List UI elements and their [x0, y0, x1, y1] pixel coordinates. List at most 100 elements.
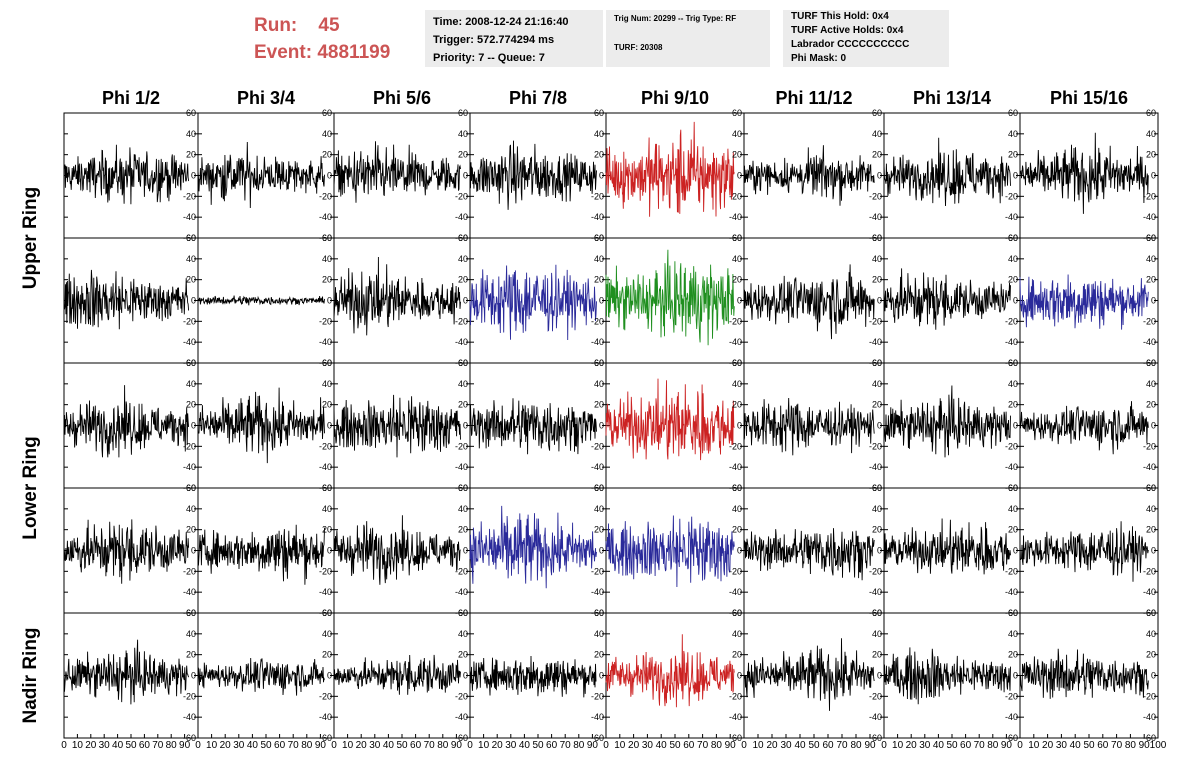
ytick-r2-c1--20: -20	[183, 316, 196, 326]
ytick-r1-c4-60: 60	[594, 108, 604, 118]
xtick-c5-20: 20	[628, 740, 640, 751]
ytick-r2-c6-20: 20	[872, 275, 882, 285]
priority-line: Priority: 7 -- Queue: 7	[433, 52, 545, 64]
ytick-r1-c6--20: -20	[869, 191, 882, 201]
xtick-c8-60: 60	[1097, 740, 1109, 751]
xtick-c3-20: 20	[356, 740, 368, 751]
xtick-c4-60: 60	[546, 740, 558, 751]
xtick-c5-10: 10	[614, 740, 626, 751]
ytick-r1-c3-40: 40	[458, 129, 468, 139]
ytick-r4-c4--20: -20	[591, 566, 604, 576]
xtick-c4-90: 90	[587, 740, 599, 751]
ytick-r1-c7-60: 60	[1008, 108, 1018, 118]
ytick-r4-c1-60: 60	[186, 483, 196, 493]
ytick-r3-c3-20: 20	[458, 400, 468, 410]
ytick-r4-c2-20: 20	[322, 525, 332, 535]
xtick-c1-90: 90	[179, 740, 191, 751]
ytick-r5-c2-20: 20	[322, 650, 332, 660]
waveform-trace-r1-c4	[469, 140, 597, 210]
waveform-trace-r2-c4	[469, 264, 597, 341]
ytick-r3-c7-20: 20	[1008, 400, 1018, 410]
ytick-r4-c3-20: 20	[458, 525, 468, 535]
waveform-trace-r5-c5	[605, 634, 735, 708]
ytick-r3-c7-0: 0	[1013, 421, 1018, 431]
ytick-r5-c4--40: -40	[591, 712, 604, 722]
ytick-r1-c8-0: 0	[1151, 171, 1156, 181]
xtick-c3-0: 0	[331, 740, 337, 751]
ytick-r3-c5--40: -40	[729, 462, 742, 472]
waveform-trace-r2-c8	[1019, 274, 1149, 330]
trig-num-line: Trig Num: 20299 -- Trig Type: RF	[614, 14, 737, 23]
ytick-r1-c4--40: -40	[591, 212, 604, 222]
ytick-r4-c7-40: 40	[1008, 504, 1018, 514]
xtick-c2-70: 70	[288, 740, 300, 751]
ytick-r1-c4--20: -20	[591, 191, 604, 201]
xtick-c3-40: 40	[383, 740, 395, 751]
ytick-r1-c2--20: -20	[319, 191, 332, 201]
xtick-c1-80: 80	[166, 740, 178, 751]
waveform-trace-r4-c5	[605, 515, 735, 588]
ytick-r1-c1-20: 20	[186, 150, 196, 160]
waveform-trace-r1-c7	[883, 137, 1011, 207]
ytick-r5-c8--40: -40	[1143, 712, 1156, 722]
ring-label-2: Lower Ring	[20, 436, 41, 539]
waveform-trace-r2-c3	[333, 256, 461, 336]
ytick-r1-c2-0: 0	[327, 171, 332, 181]
waveform-trace-r4-c8	[1019, 521, 1149, 582]
ytick-r4-c2--20: -20	[319, 566, 332, 576]
xtick-c5-50: 50	[669, 740, 681, 751]
ytick-r2-c7--20: -20	[1005, 316, 1018, 326]
xtick-c1-10: 10	[72, 740, 84, 751]
xtick-c3-30: 30	[369, 740, 381, 751]
ytick-r5-c3-60: 60	[458, 608, 468, 618]
xtick-c3-10: 10	[342, 740, 354, 751]
ytick-r3-c3--20: -20	[455, 441, 468, 451]
waveform-trace-r2-c7	[883, 268, 1011, 330]
ytick-r5-c7-60: 60	[1008, 608, 1018, 618]
waveform-trace-r3-c6	[743, 397, 875, 456]
ytick-r5-c2-40: 40	[322, 629, 332, 639]
ytick-r2-c2-40: 40	[322, 254, 332, 264]
ytick-r4-c4-20: 20	[594, 525, 604, 535]
ytick-r1-c7--20: -20	[1005, 191, 1018, 201]
ytick-r4-c7-0: 0	[1013, 546, 1018, 556]
ytick-r3-c8-60: 60	[1146, 358, 1156, 368]
ytick-r4-c5--40: -40	[729, 587, 742, 597]
trigger-info-box: Trig Num: 20299 -- Trig Type: RF TURF: 2…	[606, 10, 770, 67]
xtick-c2-30: 30	[233, 740, 245, 751]
ytick-r5-c3--60: -60	[455, 733, 468, 743]
ytick-r2-c7-40: 40	[1008, 254, 1018, 264]
xtick-c2-90: 90	[315, 740, 327, 751]
ytick-r4-c6-20: 20	[872, 525, 882, 535]
column-title-8: Phi 15/16	[1050, 88, 1128, 108]
ytick-r4-c8--40: -40	[1143, 587, 1156, 597]
ytick-r2-c3-20: 20	[458, 275, 468, 285]
xtick-c8-90: 90	[1139, 740, 1151, 751]
waveform-trace-r1-c2	[197, 141, 325, 209]
ytick-r3-c8-0: 0	[1151, 421, 1156, 431]
xtick-c7-70: 70	[974, 740, 986, 751]
xtick-c8-100: 100	[1150, 740, 1167, 751]
ytick-r2-c8-0: 0	[1151, 296, 1156, 306]
ytick-r3-c4--40: -40	[591, 462, 604, 472]
ytick-r2-c2--20: -20	[319, 316, 332, 326]
ytick-r5-c3-40: 40	[458, 629, 468, 639]
waveform-trace-r2-c2	[197, 295, 325, 306]
xtick-c6-40: 40	[794, 740, 806, 751]
ytick-r4-c8-0: 0	[1151, 546, 1156, 556]
waveform-trace-r1-c6	[743, 145, 875, 206]
ytick-r3-c8-40: 40	[1146, 379, 1156, 389]
xtick-c3-70: 70	[424, 740, 436, 751]
ytick-r3-c4-60: 60	[594, 358, 604, 368]
ytick-r2-c1-20: 20	[186, 275, 196, 285]
ytick-r3-c6-60: 60	[872, 358, 882, 368]
waveform-trace-r1-c3	[333, 141, 461, 203]
ytick-r1-c3-20: 20	[458, 150, 468, 160]
xtick-c3-80: 80	[437, 740, 449, 751]
event-value: 4881199	[317, 42, 391, 63]
ytick-r4-c5-20: 20	[732, 525, 742, 535]
ytick-r1-c6-40: 40	[872, 129, 882, 139]
xtick-c1-70: 70	[152, 740, 164, 751]
ytick-r4-c1--20: -20	[183, 566, 196, 576]
ytick-r3-c2--20: -20	[319, 441, 332, 451]
